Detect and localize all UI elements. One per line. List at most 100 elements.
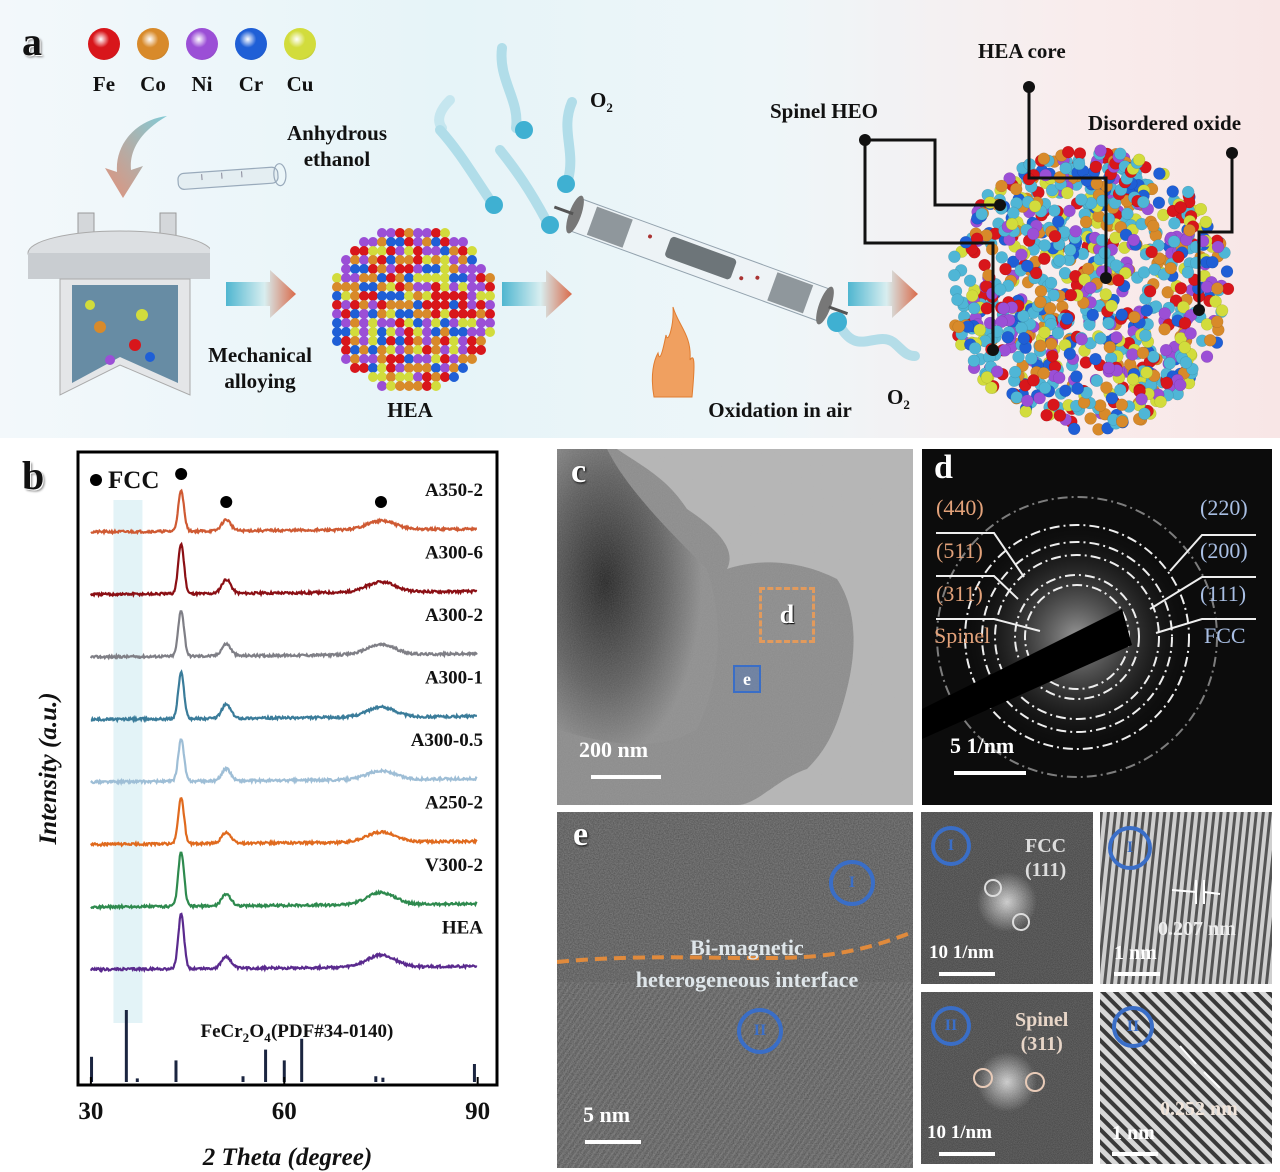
series-label-a250-2: A250-2 [425, 793, 483, 814]
fft-1-plane: (111) [1025, 859, 1067, 881]
element-label-fe: Fe [92, 72, 116, 96]
fft-2-scale-label: 10 1/nm [927, 1122, 992, 1143]
element-label-cr: Cr [238, 72, 264, 96]
y-axis-label: Intensity (a.u.) [35, 692, 62, 845]
saed-pattern-d: d (440) (511) (311) Spinel (220) (200) (… [922, 449, 1272, 805]
series-line-a250-2 [89, 796, 478, 848]
roi-label-e: e [743, 668, 751, 689]
step1-label-line1: Mechanical [208, 343, 312, 367]
panel-label-e: e [573, 816, 589, 853]
series-line-hea [89, 912, 478, 974]
series-line-a300-6 [89, 541, 478, 599]
fft-1-annotation: FCC (111) [1025, 834, 1066, 882]
ifft-2-spacing: 0.252 nm [1160, 1098, 1238, 1120]
ifft-1-spacing: 0.207 nm [1158, 918, 1236, 940]
scale-bar-label-d: 5 1/nm [950, 733, 1015, 758]
series-line-a300-2 [89, 610, 478, 661]
process-arrow-1-icon [226, 270, 296, 318]
ifft-1-scale-label: 1 nm [1114, 942, 1157, 964]
o2-label-bottom: O2 [887, 385, 910, 413]
diffraction-rings [922, 496, 1256, 778]
hrtem-image-e: e Bi-magnetic heterogeneous interface I … [557, 812, 913, 1168]
oxygen-molecules-icon [434, 43, 577, 234]
scale-bar-e [585, 1140, 641, 1144]
roi-box-d[interactable]: d [759, 587, 815, 643]
scale-bar-d [954, 771, 1026, 775]
callout-hea-core: HEA core [978, 39, 1066, 63]
fft-image-2: II Spinel (311) 10 1/nm [921, 992, 1093, 1164]
spinel-label-d: Spinel [934, 623, 991, 648]
element-ball-ni-icon [186, 28, 218, 60]
ifft-1-region-marker: I [1108, 826, 1152, 870]
ifft-image-1: I 0.207 nm 1 nm [1100, 812, 1272, 984]
tem-image-c: c d e 200 nm [557, 449, 913, 805]
step1-label-line2: alloying [224, 369, 296, 393]
spinel-index-440: (440) [936, 495, 984, 520]
interface-dashed-line [557, 930, 913, 964]
fft-1-texture [921, 812, 1093, 984]
solvent-label-line2: ethanol [303, 147, 371, 171]
schematic-panel-a: a Fe Co Ni Cr Cu Anhydrous ethanol [0, 0, 1280, 438]
region-marker-1[interactable]: I [829, 860, 875, 906]
spinel-index-511: (511) [936, 538, 983, 563]
series-label-v300-2: V300-2 [425, 855, 483, 876]
x-tick-label-90: 90 [465, 1098, 490, 1125]
ifft-1-scale-bar [1114, 972, 1160, 976]
panel-label-d: d [934, 449, 953, 486]
callout-disordered-oxide: Disordered oxide [1088, 111, 1242, 135]
fft-2-plane: (311) [1020, 1033, 1063, 1055]
spinel-index-311: (311) [936, 581, 983, 606]
ifft-2-region-marker: II [1112, 1006, 1154, 1048]
series-line-a300-0.5 [90, 738, 478, 787]
fft-2-annotation: Spinel (311) [1015, 1008, 1068, 1056]
callout-dot-disordered [1226, 147, 1238, 159]
fcc-peak-marker-44 [175, 468, 188, 480]
callout-lines [859, 81, 1238, 356]
series-line-v300-2 [90, 851, 478, 911]
fft-2-texture [921, 992, 1093, 1164]
ball-mill-jar-icon [27, 212, 210, 396]
fft-1-phase: FCC [1025, 835, 1067, 857]
quartz-tube-icon [553, 195, 849, 325]
legend-fcc-marker [90, 474, 102, 486]
scale-bar-c [591, 775, 661, 779]
series-label-a300-0.5: A300-0.5 [411, 730, 483, 751]
fft-2-phase: Spinel [1015, 1009, 1069, 1031]
series-label-a300-2: A300-2 [425, 605, 483, 626]
element-ball-cu-icon [284, 28, 316, 60]
x-tick-label-30: 30 [78, 1098, 103, 1125]
fcc-index-220: (220) [1200, 495, 1248, 520]
ifft-image-2: II 0.252 nm 1 nm [1100, 992, 1272, 1164]
series-line-a300-1 [90, 669, 478, 724]
o2-label-top: O2 [590, 88, 613, 116]
fcc-label-d: FCC [1204, 623, 1246, 648]
region-marker-2[interactable]: II [737, 1008, 783, 1054]
curved-arrow-icon [105, 116, 167, 198]
beam-stopper [922, 609, 1132, 739]
fcc-index-200: (200) [1200, 538, 1248, 563]
interface-annotation-line1: Bi-magnetic [690, 935, 804, 960]
flame-icon [651, 306, 695, 398]
x-tick-label-60: 60 [272, 1098, 297, 1125]
fft-1-scale-label: 10 1/nm [929, 942, 994, 963]
oxygen-outgoing-icon [827, 312, 920, 361]
xrd-chart: A350-2 A300-6 A300-2 A300-1 A300-0.5 A250-2 V3… [35, 450, 499, 1171]
hrtem-texture [557, 812, 913, 1168]
solvent-label: Anhydrous ethanol [262, 120, 412, 172]
hea-sphere-icon [332, 228, 495, 391]
interface-annotation-line2: heterogeneous interface [635, 967, 859, 992]
series-label-hea: HEA [442, 918, 483, 939]
element-label-cu: Cu [286, 72, 314, 96]
step2-label: Oxidation in air [708, 398, 852, 422]
element-label-co: Co [140, 72, 166, 96]
scale-bar-label-e: 5 nm [583, 1102, 631, 1127]
roi-box-e[interactable]: e [733, 665, 761, 693]
ifft-2-scale-bar [1112, 1152, 1158, 1156]
fft-image-1: I FCC (111) 10 1/nm [921, 812, 1093, 984]
callout-dot-core [1023, 81, 1035, 93]
process-arrow-3-icon [848, 270, 918, 318]
o2-bottom-text: O [887, 385, 904, 409]
highlight-band [113, 500, 143, 1023]
o2-bottom-subscript: 2 [903, 397, 910, 413]
fcc-peak-marker-51 [220, 496, 233, 508]
